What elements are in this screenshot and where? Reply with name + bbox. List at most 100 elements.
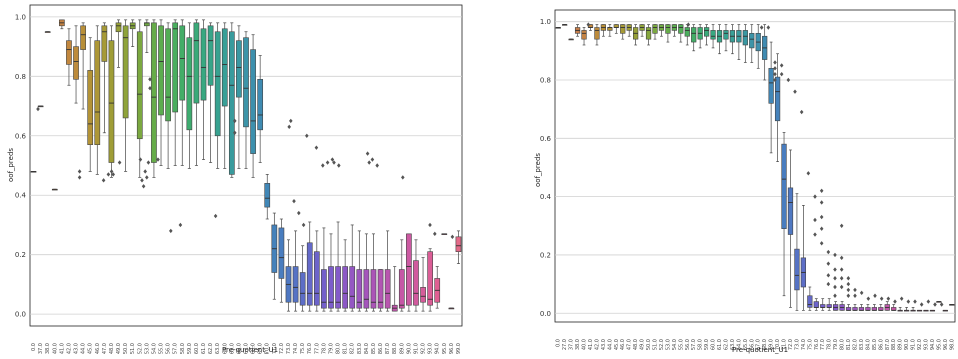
x-tick-label: 42.0 — [66, 343, 72, 354]
box — [299, 272, 306, 306]
x-tick-label: 37.0 — [38, 343, 44, 354]
y-tick-label: 0.0 — [15, 311, 26, 319]
outlier-point — [846, 293, 851, 298]
outlier-point — [287, 124, 291, 130]
outlier-point — [899, 296, 904, 301]
right-boxplot-panel: 0.00.20.40.60.81.0 0.0 27.0 37.0 38.0 40.0 41… — [534, 9, 956, 354]
box — [742, 30, 748, 46]
x-tick-label: 89.0 — [399, 343, 405, 354]
box — [73, 46, 79, 80]
outlier-point — [906, 299, 911, 304]
x-tick-label: 52.0 — [659, 339, 665, 350]
x-tick-labels: 0.0 27.0 37.0 38.0 40.0 41.0 42.0 43.0 44.0 45.0 4… — [556, 339, 956, 350]
y-tick-label: 0.8 — [540, 76, 551, 84]
outlier-point — [169, 228, 173, 234]
x-tick-label: 76.0 — [307, 343, 313, 354]
outlier-point — [292, 198, 296, 204]
box — [377, 269, 384, 309]
outlier-point — [337, 163, 341, 168]
outlier-point — [819, 188, 824, 193]
y-tick-label: 0.6 — [540, 135, 552, 143]
box — [108, 40, 115, 163]
y-tick-label: 0.0 — [540, 310, 551, 318]
left-boxplot-panel: 0.00.20.40.60.81.0 0.0 37.0 38.0 40.0 41.0 42… — [7, 4, 463, 354]
outlier-point — [145, 175, 149, 180]
x-tick-label: 91.0 — [413, 343, 419, 354]
outlier-point — [833, 276, 837, 281]
x-tick-label: 59.0 — [187, 343, 193, 354]
y-tick-label: 0.4 — [15, 192, 27, 200]
x-tick-label: 27.0 — [562, 339, 568, 350]
box — [250, 49, 256, 154]
outlier-point — [833, 293, 837, 298]
outlier-point — [101, 178, 106, 183]
x-tick-label: 51.0 — [653, 339, 659, 350]
outlier-point — [314, 145, 319, 150]
box — [236, 40, 242, 98]
box — [165, 28, 171, 122]
x-tick-label: 76.0 — [814, 339, 820, 350]
outlier-point — [819, 226, 824, 231]
box — [420, 287, 426, 303]
x-tick-label: 65.0 — [743, 339, 749, 350]
y-tick-label: 0.6 — [15, 132, 27, 140]
outlier-point — [773, 60, 777, 65]
x-tick-label: 52.0 — [137, 343, 143, 354]
outlier-point — [370, 157, 375, 162]
plot-frame — [29, 4, 463, 327]
x-tick-label: 64.0 — [222, 343, 228, 354]
outlier-point — [779, 71, 784, 77]
x-tick-label: 60.0 — [194, 343, 200, 354]
x-tick-label: 69.0 — [769, 339, 775, 350]
x-tick-label: 59.0 — [704, 339, 710, 350]
outlier-point — [839, 276, 844, 281]
outlier-point — [833, 284, 837, 290]
outlier-point — [36, 106, 40, 112]
x-tick-label: 72.0 — [788, 339, 794, 350]
box — [101, 25, 108, 62]
outlier-point — [839, 223, 844, 228]
box — [370, 269, 377, 309]
box — [787, 187, 794, 235]
x-tick-label: 48.0 — [109, 343, 115, 354]
boxes — [30, 19, 462, 312]
outlier-point — [799, 109, 804, 115]
outlier-point — [106, 172, 111, 177]
outlier-point — [325, 160, 330, 165]
box — [645, 27, 652, 40]
outlier-point — [819, 200, 824, 205]
outlier-point — [839, 267, 844, 272]
x-tick-label: 40.0 — [52, 343, 58, 354]
outlier-point — [111, 172, 115, 177]
box — [335, 266, 341, 309]
x-tick-label: 89.0 — [898, 339, 904, 350]
outlier-point — [866, 296, 871, 301]
box — [257, 79, 264, 131]
x-tick-label: 66.0 — [749, 339, 755, 350]
outlier-point — [839, 284, 844, 290]
x-tick-label: 57.0 — [691, 339, 697, 350]
x-tick-label: 75.0 — [807, 339, 813, 350]
outlier-point — [819, 214, 824, 220]
outlier-point — [773, 71, 777, 77]
x-tick-label: 0.0 — [31, 343, 37, 351]
x-tick-label: 49.0 — [116, 343, 122, 354]
x-tick-label: 77.0 — [314, 343, 320, 354]
x-tick-label: 69.0 — [258, 343, 264, 354]
outlier-point — [939, 302, 944, 307]
x-tick-label: 41.0 — [588, 339, 594, 350]
y-tick-label: 1.0 — [15, 13, 26, 21]
grid — [30, 16, 462, 315]
x-tick-label: 81.0 — [846, 339, 852, 350]
x-tick-label: 56.0 — [166, 343, 172, 354]
box — [214, 31, 221, 137]
boxes — [555, 24, 955, 312]
box — [398, 269, 405, 309]
y-tick-label: 0.4 — [540, 193, 552, 201]
box — [703, 27, 710, 37]
x-tick-label: 47.0 — [627, 339, 633, 350]
outlier-point — [766, 25, 771, 30]
box — [691, 27, 697, 43]
x-tick-label: 57.0 — [173, 343, 179, 354]
